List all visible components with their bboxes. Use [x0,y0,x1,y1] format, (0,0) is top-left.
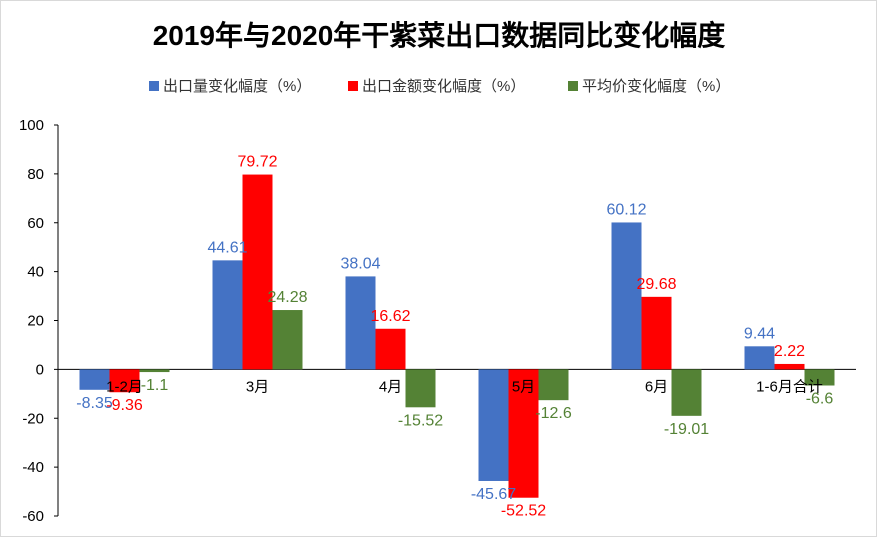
x-tick-label: 6月 [645,378,668,395]
bar-series2-5 [641,296,672,370]
data-labels: -8.35-9.36 -1.11-2月 44.61 79.72 24.28 3月 38.04… [76,154,833,520]
data-label-series3-6: -6.6 [806,391,834,408]
data-label-series2-5: 29.68 [636,276,676,293]
data-label-series2-1: -9.36 [106,397,143,414]
bar-series2-4 [508,369,539,498]
data-label-series1-4: -45.67 [471,486,516,503]
bar-series1-2 [212,260,243,370]
data-label-series2-4: -52.52 [501,503,546,520]
legend-swatch-1 [149,81,159,91]
bar-series1-3 [345,276,376,370]
data-label-series2-2: 79.72 [237,154,277,171]
bar-series1-4 [478,369,509,481]
bar-series3-6 [804,369,835,386]
data-label-series1-2: 44.61 [207,239,247,256]
data-label-series3-2: 24.28 [267,289,307,306]
x-tick-label: 1-6月合计 [756,378,823,395]
data-label-series3-5: -19.01 [664,421,709,438]
data-label-series3-4: -12.6 [535,405,572,422]
data-label-series1-1: -8.35 [76,395,113,412]
bar-series1-1 [79,369,110,390]
bar-series2-2 [242,174,273,370]
legend-swatch-3 [568,81,578,91]
data-label-series2-6: 2.22 [774,343,805,360]
bar-series2-3 [375,328,406,370]
legend-swatch-2 [348,81,358,91]
legend-label-1: 出口量变化幅度（%） [163,78,311,95]
bar-series1-6 [744,346,775,370]
bar-series3-5 [671,369,702,416]
x-tick-label: 5月 [512,378,535,395]
data-label-series2-3: 16.62 [370,308,410,325]
bar-series3-4 [538,369,569,401]
bar-series2-1 [109,369,140,393]
legend-label-2: 出口金额变化幅度（%） [362,78,525,95]
data-label-series3-3: -15.52 [398,412,443,429]
chart-title: 2019年与2020年干紫菜出口数据同比变化幅度 [153,19,726,51]
axes: 100 80 60 40 20 0 -20 -40 -60 [19,117,856,525]
bar-series3-2 [272,310,303,370]
data-label-series1-6: 9.44 [744,325,775,342]
y-tick-label: -20 [22,410,44,427]
y-tick-label: 80 [27,166,44,183]
data-label-series1-5: 60.12 [606,201,646,218]
y-tick-label: -40 [22,459,44,476]
data-label-series1-3: 38.04 [340,255,380,272]
bar-series3-3 [405,369,436,408]
x-tick-label: 3月 [246,378,269,395]
bar-series1-5 [611,222,642,370]
data-label-series3-1: -1.1 [141,377,169,394]
bar-series3-1 [139,369,170,373]
y-tick-label: 100 [19,117,44,134]
y-tick-label: 0 [36,361,44,378]
legend: 出口量变化幅度（%） 出口金额变化幅度（%） 平均价变化幅度（%） [149,78,730,95]
y-tick-label: 60 [27,215,44,232]
bars [79,174,835,498]
y-tick-label: 40 [27,264,44,281]
y-tick-label: 20 [27,313,44,330]
legend-label-3: 平均价变化幅度（%） [582,78,730,95]
bar-series2-6 [774,363,805,370]
x-tick-label: 1-2月 [106,378,143,395]
y-tick-label: -60 [22,508,44,525]
x-tick-label: 4月 [379,378,402,395]
